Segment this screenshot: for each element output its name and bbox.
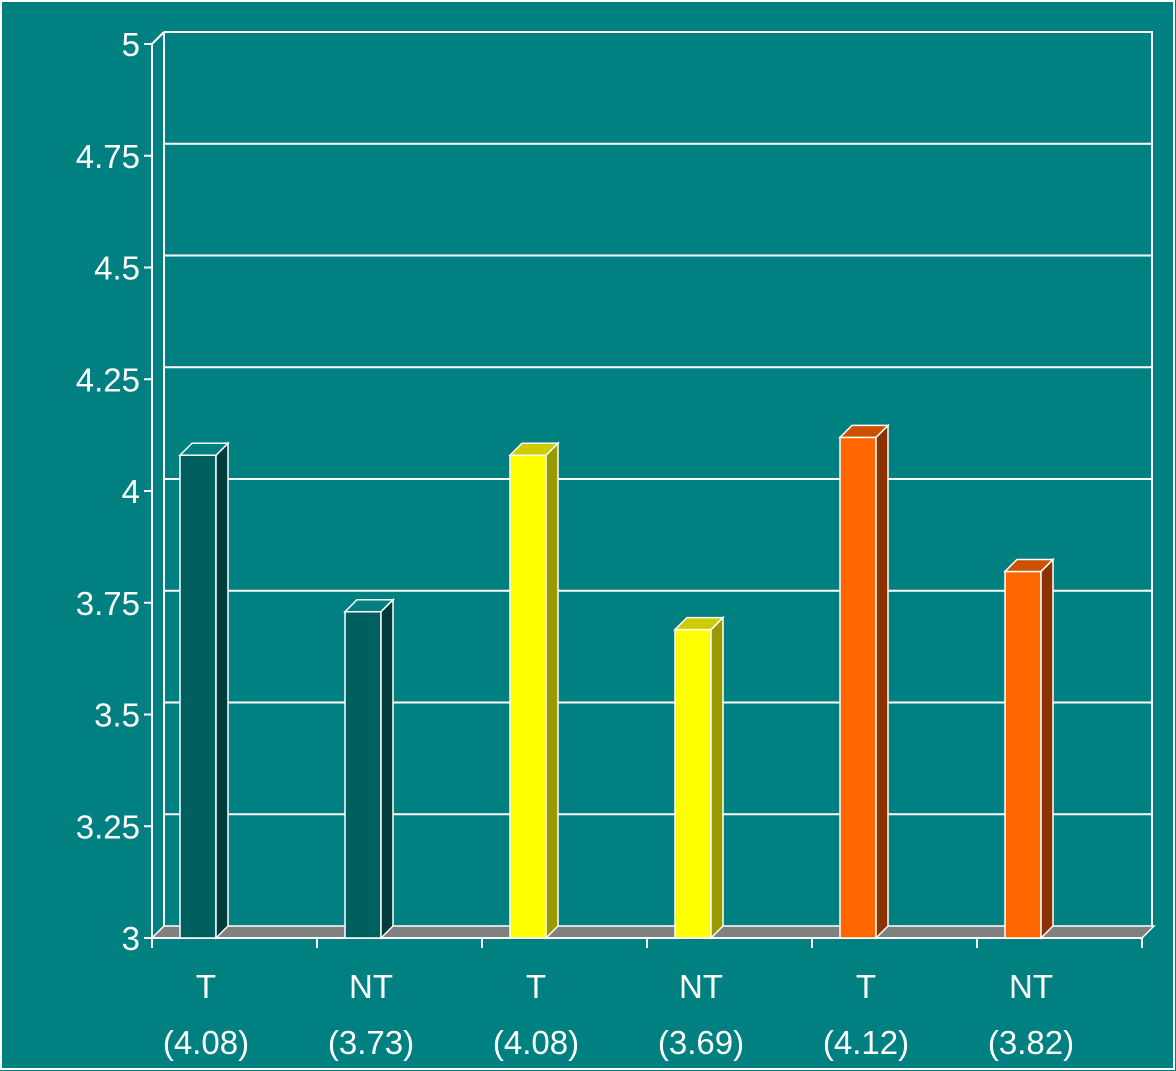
bar-top <box>178 442 230 456</box>
bar-side <box>875 423 889 940</box>
y-tick-label: 4.5 <box>94 250 140 287</box>
category-label: NT <box>349 968 393 1005</box>
bar-front <box>344 610 382 939</box>
category-sublabel: (4.08) <box>163 1024 249 1061</box>
category-sublabel: (3.69) <box>658 1024 744 1061</box>
y-tick-label: 5 <box>122 26 140 63</box>
bar-side <box>1040 557 1054 940</box>
bar-front <box>509 454 547 939</box>
category-sublabel: (4.08) <box>493 1024 579 1061</box>
bar-side <box>380 597 394 940</box>
bar-top <box>508 442 560 456</box>
category-sublabel: (3.73) <box>328 1024 414 1061</box>
category-label: NT <box>1009 968 1053 1005</box>
y-tick-label: 3 <box>122 920 140 957</box>
y-tick-label: 3.25 <box>76 808 140 845</box>
bar-top <box>673 616 725 631</box>
category-label: T <box>196 968 216 1005</box>
bar-front <box>1004 570 1042 939</box>
y-axis-top-edge <box>151 31 165 45</box>
category-label: NT <box>679 968 723 1005</box>
bar-side <box>710 615 724 940</box>
y-tick-label: 4.25 <box>76 361 140 398</box>
y-tick-label: 3.5 <box>94 697 140 734</box>
y-tick-label: 3.75 <box>76 585 140 622</box>
bar-top <box>343 598 395 613</box>
category-sublabel: (3.82) <box>988 1024 1074 1061</box>
category-label: T <box>526 968 546 1005</box>
category-sublabel: (4.12) <box>823 1024 909 1061</box>
bar-top <box>838 424 890 439</box>
bar-side <box>215 441 229 940</box>
bar-front <box>674 628 712 939</box>
chart-floor <box>150 925 1156 939</box>
y-tick-label: 4.75 <box>76 138 140 175</box>
bar-top <box>1003 558 1055 573</box>
bar-side <box>545 441 559 940</box>
bar-front <box>179 454 217 939</box>
bar-front <box>839 436 877 939</box>
category-label: T <box>856 968 876 1005</box>
y-tick-label: 4 <box>122 473 140 510</box>
